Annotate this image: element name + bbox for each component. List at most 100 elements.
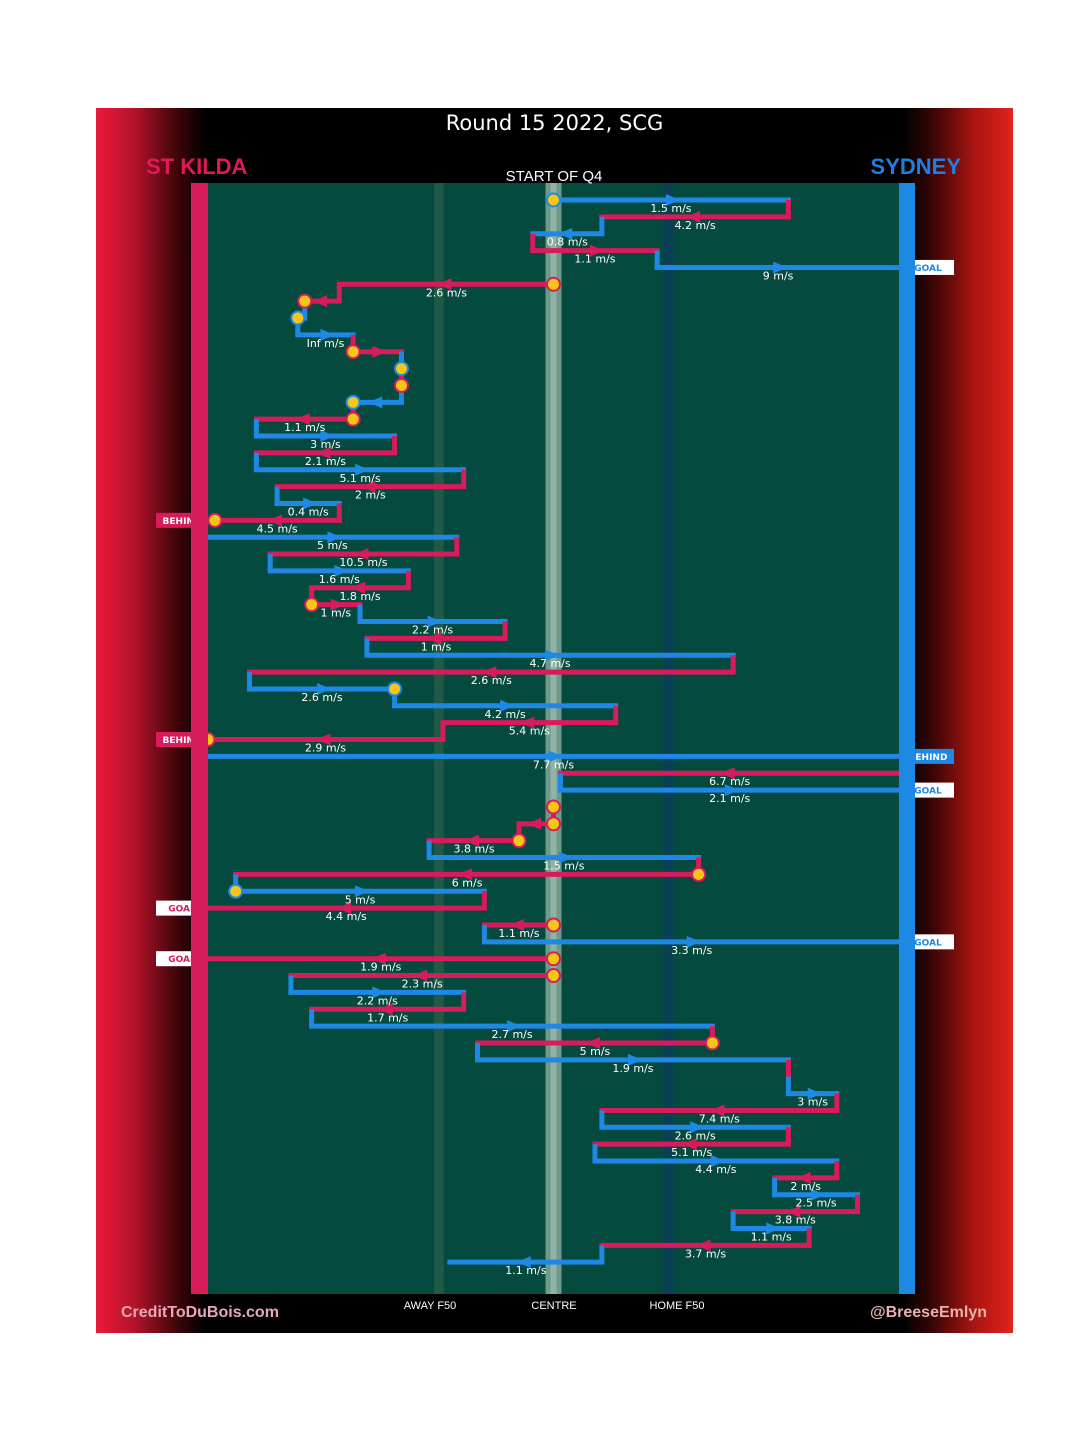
direction-arrow [316, 733, 331, 746]
stoppage-marker [704, 1035, 720, 1051]
centre-line-core [550, 183, 557, 1294]
direction-arrow [516, 1256, 531, 1269]
direction-arrow [361, 480, 376, 493]
direction-arrow [295, 413, 310, 426]
period-label: START OF Q4 [506, 168, 603, 185]
speed-label: Inf m/s [307, 337, 345, 350]
result-badge-label: BEHIND [163, 517, 202, 527]
direction-arrow [627, 1053, 642, 1066]
stoppage-marker [297, 293, 313, 309]
st-kilda-gradient-panel [96, 108, 206, 1333]
direction-arrow [458, 868, 473, 881]
stoppage-marker [546, 276, 561, 292]
stoppage-marker [546, 799, 561, 815]
direction-arrow [720, 767, 735, 780]
direction-arrow [320, 328, 335, 341]
speed-label: 2 m/s [355, 489, 386, 502]
speed-label: 1.5 m/s [650, 202, 691, 215]
direction-arrow [351, 581, 366, 594]
direction-arrow [589, 244, 604, 257]
direction-arrow [327, 531, 342, 544]
home-f50-line [663, 183, 674, 1294]
stoppage-marker [345, 344, 361, 360]
direction-arrow [337, 902, 352, 915]
speed-label: 4.4 m/s [695, 1163, 736, 1176]
direction-arrow [355, 885, 370, 898]
direction-arrow [558, 227, 573, 240]
direction-arrow [507, 1020, 522, 1033]
speed-label: 7.7 m/s [533, 758, 574, 771]
stoppage-marker [207, 512, 223, 528]
direction-arrow [545, 649, 560, 662]
direction-arrow [372, 345, 387, 358]
direction-arrow [585, 1037, 600, 1049]
direction-arrow [371, 952, 386, 965]
chain-chart: 1.5 m/s 4.2 m/s 0.8 m/s 1.1 m/s 9 m/s 2.6 m/s… [156, 168, 954, 1312]
speed-label: 1.1 m/s [284, 421, 325, 434]
direction-arrow [786, 1205, 801, 1218]
direction-arrow [686, 935, 701, 948]
team-sydney: SYDNEY [870, 154, 961, 179]
stoppage-marker [228, 883, 244, 899]
credit-handle: @BreeseEmlyn [870, 1304, 987, 1321]
sydney-goal-line [899, 183, 915, 1294]
speed-label: 2.3 m/s [402, 978, 443, 991]
stoppage-marker [387, 681, 403, 697]
speed-label: 1.8 m/s [339, 590, 380, 603]
speed-label: 1.9 m/s [612, 1062, 653, 1075]
speed-label: 3.7 m/s [685, 1247, 726, 1260]
st-kilda-goal-line [191, 183, 208, 1294]
speed-label: 3.3 m/s [671, 944, 712, 957]
speed-label: 2.2 m/s [357, 994, 398, 1007]
speed-label: 5.1 m/s [339, 472, 380, 485]
stoppage-marker [304, 597, 320, 613]
stoppage-marker [546, 951, 561, 967]
stoppage-marker [546, 192, 561, 208]
direction-arrow [807, 1087, 822, 1100]
direction-arrow [548, 750, 563, 763]
stoppage-marker [393, 361, 409, 377]
speed-label: 5 m/s [580, 1045, 611, 1058]
speed-label: 2.2 m/s [412, 624, 453, 637]
direction-arrow [509, 918, 524, 931]
speed-label: 2.7 m/s [491, 1028, 532, 1041]
speed-label: 1.7 m/s [367, 1011, 408, 1024]
direction-arrow [372, 986, 387, 999]
direction-arrow [320, 430, 335, 443]
direction-arrow [665, 194, 680, 206]
speed-label: 5 m/s [317, 539, 348, 552]
speed-label: 7.4 m/s [699, 1112, 740, 1125]
home-f50-label: HOME F50 [649, 1300, 704, 1312]
direction-arrow [500, 699, 515, 712]
speed-label: 2.6 m/s [426, 286, 467, 299]
direction-arrow [354, 548, 369, 561]
stoppage-marker [345, 394, 361, 410]
stoppage-marker [290, 310, 306, 326]
speed-label: 4.4 m/s [326, 910, 367, 923]
speed-label: 4.5 m/s [257, 522, 298, 535]
direction-arrow [811, 1188, 826, 1201]
speed-label: 0.8 m/s [547, 236, 588, 249]
direction-arrow [378, 1003, 393, 1016]
speed-label: 4.2 m/s [675, 219, 716, 232]
direction-arrow [465, 834, 480, 847]
speed-label: 0.4 m/s [288, 505, 329, 518]
result-badge-label: BEHIND [163, 736, 202, 746]
direction-arrow [773, 261, 788, 274]
direction-arrow [330, 598, 345, 611]
speed-label: 1.1 m/s [505, 1264, 546, 1277]
speed-label: 3.8 m/s [775, 1214, 816, 1227]
speed-label: 1.6 m/s [319, 573, 360, 586]
speed-label: 1.1 m/s [498, 927, 539, 940]
team-st-kilda: ST KILDA [146, 154, 248, 179]
speed-labels: 1.5 m/s 4.2 m/s 0.8 m/s 1.1 m/s 9 m/s 2.6 m/s… [257, 202, 837, 1277]
speed-label: 3 m/s [797, 1096, 828, 1109]
chart-title: Round 15 2022, SCG [445, 111, 664, 135]
speed-label: 1.1 m/s [574, 253, 615, 266]
direction-arrow [558, 851, 573, 864]
away-f50-label: AWAY F50 [404, 1300, 457, 1312]
direction-arrow [766, 1222, 781, 1235]
direction-arrow [724, 784, 739, 797]
speed-label: 4.2 m/s [485, 708, 526, 721]
sydney-gradient-panel [903, 108, 1013, 1333]
